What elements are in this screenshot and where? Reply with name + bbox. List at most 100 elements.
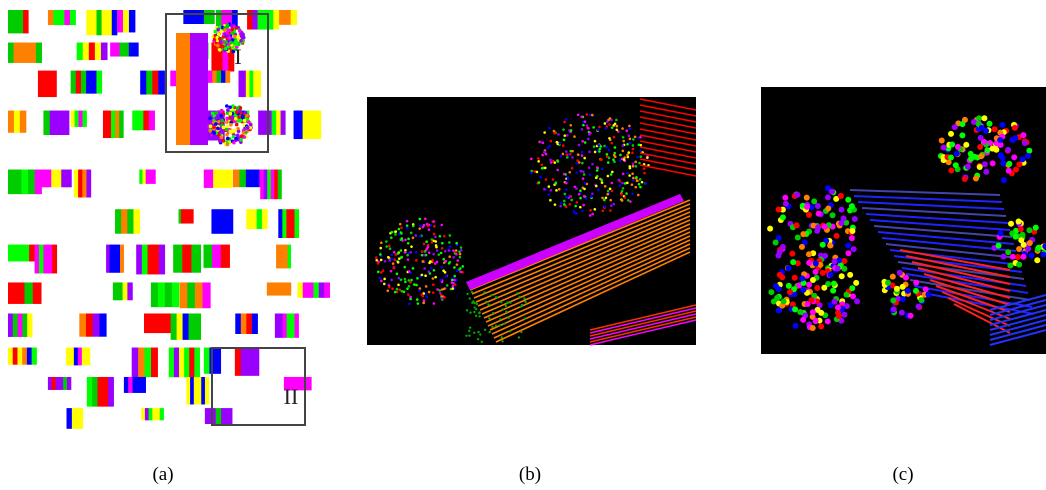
tree-point bbox=[565, 196, 568, 199]
tree-point bbox=[227, 36, 231, 40]
building-stripe bbox=[165, 282, 172, 307]
tree-point bbox=[214, 116, 218, 120]
tree-point bbox=[436, 288, 439, 291]
tree-point bbox=[627, 151, 630, 154]
tree-point bbox=[586, 113, 589, 116]
tree-point bbox=[433, 225, 436, 228]
tree-point bbox=[844, 292, 850, 298]
tree-point bbox=[544, 167, 547, 170]
building-stripe bbox=[138, 348, 145, 378]
tree-point bbox=[236, 106, 240, 110]
roof-point bbox=[466, 293, 468, 295]
tree-point bbox=[891, 306, 897, 312]
building-stripe bbox=[158, 282, 165, 307]
tree-point bbox=[536, 171, 539, 174]
tree-point bbox=[800, 287, 806, 293]
tree-point bbox=[827, 243, 833, 249]
tree-point bbox=[949, 141, 955, 147]
tree-point bbox=[229, 123, 233, 127]
tree-point bbox=[577, 113, 580, 116]
tree-point bbox=[554, 203, 557, 206]
tree-point bbox=[418, 218, 421, 221]
tree-point bbox=[412, 225, 415, 228]
tree-point bbox=[968, 156, 974, 162]
tree-point bbox=[608, 123, 611, 126]
roof-point bbox=[491, 294, 493, 296]
tree-point bbox=[397, 283, 400, 286]
building-stripe bbox=[173, 245, 183, 273]
tree-point bbox=[588, 150, 591, 153]
tree-point bbox=[568, 171, 571, 174]
tree-point bbox=[433, 302, 436, 305]
tree-point bbox=[593, 208, 596, 211]
roof bbox=[190, 33, 208, 145]
building-stripe bbox=[95, 43, 102, 61]
roof-point bbox=[524, 301, 526, 303]
tree-point bbox=[233, 35, 237, 39]
building-stripe bbox=[212, 71, 217, 83]
building-stripe bbox=[216, 10, 222, 27]
tree-point bbox=[565, 154, 568, 157]
building-stripe bbox=[257, 71, 261, 97]
building-stripe bbox=[123, 10, 129, 32]
building-stripe bbox=[43, 111, 50, 135]
tree-point bbox=[622, 150, 625, 153]
tree-point bbox=[965, 164, 971, 170]
building-stripe bbox=[22, 313, 27, 336]
tree-point bbox=[613, 203, 616, 206]
building-stripe bbox=[278, 170, 282, 200]
building-stripe bbox=[142, 170, 146, 184]
tree-point bbox=[804, 204, 810, 210]
tree-point bbox=[948, 168, 954, 174]
tree-point bbox=[583, 157, 586, 160]
building-stripe bbox=[107, 111, 112, 138]
tree-point bbox=[601, 197, 604, 200]
tree-point bbox=[568, 203, 571, 206]
tree-point bbox=[845, 242, 851, 248]
roof-point bbox=[466, 309, 468, 311]
tree-point bbox=[628, 135, 631, 138]
building-stripe bbox=[86, 313, 93, 336]
tree-point bbox=[424, 217, 427, 220]
roof-point bbox=[503, 323, 505, 325]
tree-point bbox=[584, 182, 587, 185]
building-stripe bbox=[63, 111, 70, 135]
tree-point bbox=[212, 131, 216, 135]
building-stripe bbox=[86, 10, 92, 35]
tree-point bbox=[400, 256, 403, 259]
tree-point bbox=[792, 306, 798, 312]
building-stripe bbox=[172, 282, 179, 307]
building-stripe bbox=[187, 282, 195, 308]
tree-point bbox=[787, 289, 793, 295]
tree-point bbox=[992, 126, 998, 132]
tree-point bbox=[782, 195, 788, 201]
tree-point bbox=[400, 249, 403, 252]
tree-point bbox=[424, 250, 427, 253]
tree-point bbox=[622, 140, 625, 143]
tree-point bbox=[237, 130, 241, 134]
building-stripe bbox=[14, 43, 20, 63]
tree-point bbox=[591, 114, 594, 117]
tree-point bbox=[639, 186, 642, 189]
tree-point bbox=[841, 312, 847, 318]
tree-point bbox=[399, 223, 402, 226]
building-stripe bbox=[124, 377, 129, 393]
tree-point bbox=[240, 134, 244, 138]
tree-point bbox=[955, 144, 961, 150]
tree-point bbox=[407, 258, 410, 261]
tree-point bbox=[403, 266, 406, 269]
tree-point bbox=[398, 228, 401, 231]
tree-point bbox=[903, 275, 909, 281]
building-stripe bbox=[144, 313, 152, 333]
tree-point bbox=[607, 149, 610, 152]
building-stripe bbox=[107, 10, 113, 35]
tree-point bbox=[400, 278, 403, 281]
tree-point bbox=[586, 124, 589, 127]
tree-point bbox=[415, 259, 418, 262]
tree-point bbox=[541, 163, 544, 166]
building-stripe bbox=[246, 170, 253, 188]
tree-point bbox=[941, 144, 947, 150]
building-stripe bbox=[145, 348, 152, 378]
building-stripe bbox=[8, 10, 14, 33]
roof-point bbox=[520, 331, 522, 333]
